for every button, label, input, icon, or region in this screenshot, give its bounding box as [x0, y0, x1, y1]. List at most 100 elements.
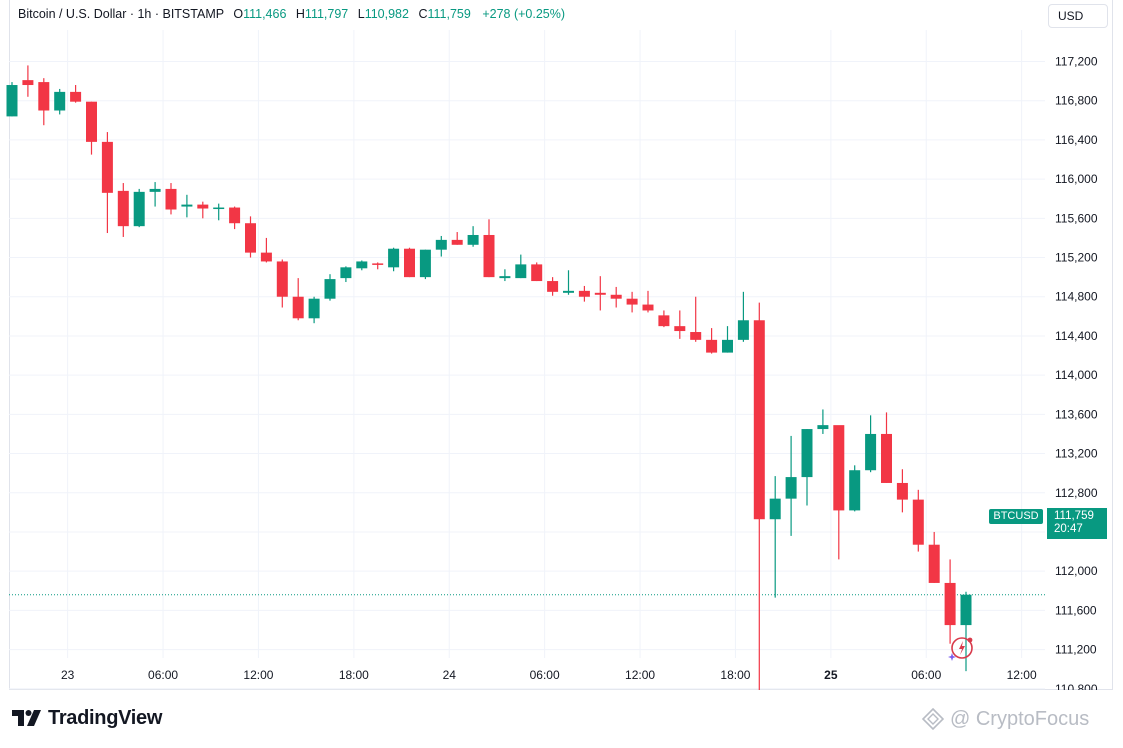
candle-body	[451, 239, 463, 245]
candle[interactable]	[38, 78, 50, 126]
x-tick-label: 23	[61, 668, 75, 682]
candle-body	[38, 82, 50, 111]
candle-body	[849, 470, 861, 511]
candle[interactable]	[451, 232, 463, 245]
candle[interactable]	[213, 203, 225, 221]
candle[interactable]	[149, 182, 161, 207]
candle[interactable]	[22, 65, 34, 97]
candle[interactable]	[245, 216, 256, 258]
candle-body	[896, 482, 908, 500]
price-axis[interactable]: 110,400110,800111,200111,600112,000112,4…	[1055, 55, 1098, 691]
candle[interactable]	[896, 469, 908, 513]
y-tick-label: 114,400	[1055, 329, 1098, 343]
candle-body	[6, 85, 18, 117]
change-value: +278 (+0.25%)	[482, 7, 566, 21]
grid-lines	[9, 30, 1045, 690]
candle-body	[181, 204, 193, 207]
candle[interactable]	[86, 101, 97, 155]
candle[interactable]	[690, 296, 702, 342]
candle[interactable]	[276, 259, 288, 308]
candle[interactable]	[881, 412, 892, 483]
candle-body	[499, 276, 511, 279]
candle[interactable]	[801, 429, 813, 506]
candle[interactable]	[737, 291, 749, 342]
candle[interactable]	[833, 425, 845, 560]
candle[interactable]	[515, 254, 527, 279]
y-tick-label: 112,000	[1055, 564, 1098, 578]
candle[interactable]	[133, 188, 145, 228]
candle[interactable]	[419, 249, 431, 280]
candle[interactable]	[849, 465, 861, 512]
candle[interactable]	[372, 262, 384, 270]
candle[interactable]	[610, 286, 622, 308]
candle[interactable]	[260, 237, 272, 263]
candle[interactable]	[165, 183, 177, 215]
candle[interactable]	[483, 219, 495, 278]
sparkle-assistant-icon[interactable]	[947, 635, 975, 663]
y-tick-label: 114,800	[1055, 290, 1098, 304]
x-tick-label: 06:00	[148, 668, 178, 682]
candle[interactable]	[6, 82, 18, 117]
x-tick-label: 18:00	[720, 668, 750, 682]
candle[interactable]	[785, 435, 797, 536]
candle[interactable]	[706, 328, 718, 354]
time-axis[interactable]: 23 06:00 12:00 18:00 24 06:00 12:00 18:00 25 06:0…	[61, 668, 1037, 682]
candle-body	[881, 433, 892, 483]
candle[interactable]	[54, 88, 66, 115]
candle[interactable]	[467, 226, 479, 247]
low-label: L	[357, 7, 365, 21]
tradingview-logo[interactable]: TradingView	[12, 706, 162, 730]
candle[interactable]	[404, 247, 415, 278]
candle[interactable]	[101, 132, 113, 234]
candle[interactable]	[308, 296, 320, 324]
y-tick-label: 114,000	[1055, 368, 1098, 382]
candle[interactable]	[292, 278, 304, 321]
candle[interactable]	[912, 489, 924, 552]
candle[interactable]	[817, 409, 829, 434]
candle[interactable]	[70, 85, 82, 103]
currency-button[interactable]: USD	[1048, 4, 1108, 28]
candle-body	[960, 594, 972, 626]
candle-body	[372, 263, 384, 265]
candle[interactable]	[642, 290, 654, 313]
candle[interactable]	[865, 415, 877, 473]
candle-body	[563, 290, 574, 293]
candle[interactable]	[563, 270, 574, 295]
candle[interactable]	[324, 274, 336, 301]
candle[interactable]	[578, 285, 590, 302]
candle[interactable]	[594, 276, 606, 311]
candle[interactable]	[388, 247, 400, 272]
candle[interactable]	[499, 269, 511, 282]
x-tick-label: 12:00	[625, 668, 655, 682]
candle-body	[753, 320, 765, 520]
candle[interactable]	[181, 194, 193, 218]
candle[interactable]	[197, 201, 209, 219]
candle[interactable]	[356, 260, 368, 271]
candle-body	[626, 298, 638, 305]
candle[interactable]	[769, 476, 781, 598]
candle[interactable]	[944, 559, 956, 644]
candle-body	[197, 204, 209, 209]
candle[interactable]	[435, 235, 447, 257]
y-tick-label: 111,600	[1055, 603, 1097, 617]
symbol-tag: BTCUSD	[989, 509, 1043, 524]
candle[interactable]	[117, 183, 129, 237]
candle[interactable]	[340, 266, 352, 283]
candle[interactable]	[547, 277, 559, 296]
candle[interactable]	[626, 291, 638, 313]
candle[interactable]	[658, 310, 670, 328]
candle-body	[117, 190, 129, 227]
candle-body	[229, 207, 241, 224]
x-tick-label: 12:00	[243, 668, 273, 682]
candle-body	[70, 91, 82, 102]
candle[interactable]	[928, 531, 940, 583]
candle[interactable]	[753, 302, 765, 690]
candle[interactable]	[229, 206, 241, 230]
price-chart[interactable]: 110,400110,800111,200111,600112,000112,4…	[0, 0, 1123, 690]
candle[interactable]	[722, 326, 733, 353]
candle[interactable]	[531, 262, 543, 282]
candle[interactable]	[674, 310, 686, 339]
candle-body	[101, 141, 113, 193]
chart-frame	[9, 0, 1113, 690]
candle-body	[467, 234, 479, 245]
